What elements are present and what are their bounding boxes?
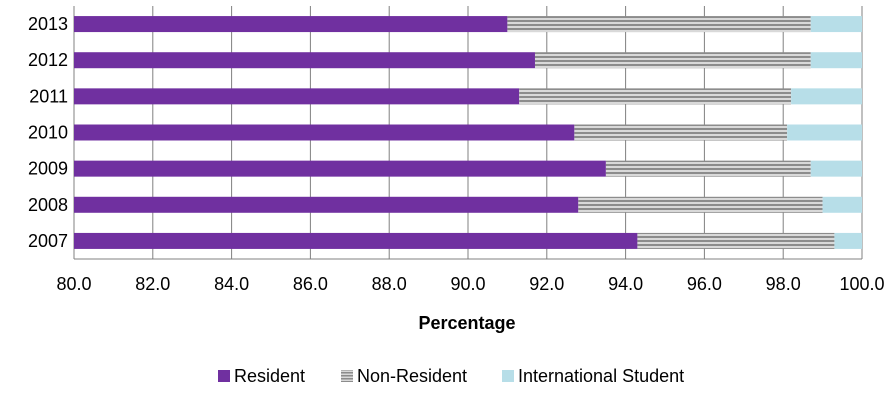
y-axis-tick-labels: 2013 2012 2011 2010 2009 2008 2007 [28,14,68,251]
y-tick-label: 2009 [28,159,68,179]
x-tick-label: 92.0 [529,274,564,294]
bars [74,16,862,249]
bar-segment-non-resident [507,16,811,33]
x-tick-label: 82.0 [135,274,170,294]
bar-segment-international-student [810,52,862,69]
bar-segment-non-resident [578,196,823,213]
x-axis-tick-labels: 80.0 82.0 84.0 86.0 88.0 90.0 92.0 94.0 96.0 98.0… [56,274,884,294]
x-tick-label: 88.0 [372,274,407,294]
bar-segment-international-student [787,124,862,141]
legend: Resident Non-Resident International Studen… [218,366,684,386]
x-tick-label: 98.0 [766,274,801,294]
bar-segment-international-student [822,196,862,213]
bar-segment-resident [74,16,508,33]
legend-swatch [341,370,353,382]
x-tick-label: 90.0 [450,274,485,294]
y-tick-label: 2011 [29,86,68,106]
x-axis-title: Percentage [418,313,515,333]
bar-segment-international-student [810,160,862,177]
bar-segment-non-resident [637,232,835,249]
x-tick-label: 80.0 [56,274,91,294]
bar-segment-non-resident [519,88,792,105]
legend-swatch [218,370,230,382]
legend-label: Resident [234,366,305,386]
y-tick-label: 2010 [28,123,68,143]
bar-segment-resident [74,232,638,249]
x-tick-label: 84.0 [214,274,249,294]
y-tick-label: 2007 [28,231,68,251]
bar-segment-resident [74,88,520,105]
bar-segment-non-resident [605,160,811,177]
bar-segment-international-student [791,88,862,105]
bar-segment-international-student [810,16,862,33]
legend-label: Non-Resident [357,366,467,386]
bar-segment-resident [74,52,535,69]
bar-segment-non-resident [534,52,811,69]
y-tick-label: 2013 [28,14,68,34]
x-tick-label: 100.0 [839,274,884,294]
y-tick-label: 2008 [28,195,68,215]
x-tick-label: 86.0 [293,274,328,294]
bar-segment-resident [74,124,575,141]
x-tick-label: 96.0 [687,274,722,294]
x-tick-label: 94.0 [608,274,643,294]
bar-segment-non-resident [574,124,788,141]
legend-swatch [502,370,514,382]
legend-label: International Student [518,366,684,386]
y-tick-label: 2012 [28,50,68,70]
bar-segment-resident [74,160,606,177]
bar-segment-international-student [834,232,862,249]
bar-segment-resident [74,196,579,213]
